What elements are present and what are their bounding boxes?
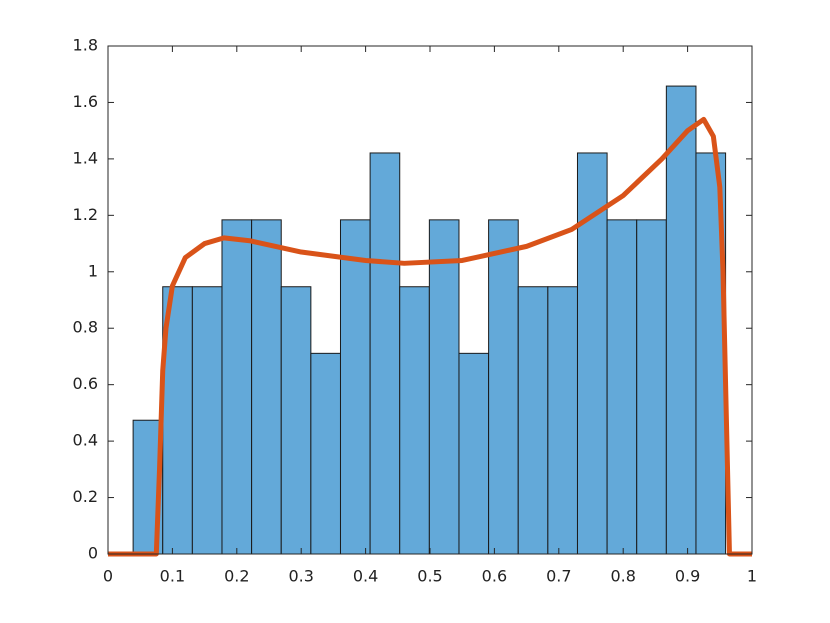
bar	[488, 219, 519, 555]
y-tick-label: 1.2	[73, 205, 98, 224]
bar	[399, 286, 430, 555]
density-curve	[108, 116, 752, 557]
x-tick-label: 0.9	[675, 567, 700, 586]
bar	[458, 352, 490, 555]
x-tick-label: 0.4	[353, 567, 378, 586]
x-tick-label: 0.7	[546, 567, 571, 586]
bar	[369, 152, 401, 555]
x-tick-label: 1	[747, 567, 757, 586]
bar	[665, 85, 697, 555]
bar	[310, 352, 341, 555]
y-tick-label: 0.6	[73, 374, 98, 393]
y-tick-label: 0.8	[73, 318, 98, 337]
y-tick-label: 1	[88, 261, 98, 280]
bar	[221, 219, 253, 555]
bar	[339, 219, 371, 555]
bar	[280, 286, 312, 555]
x-tick-label: 0.3	[288, 567, 313, 586]
x-tick-label: 0.2	[224, 567, 249, 586]
y-tick-label: 0	[88, 544, 98, 563]
y-tick-label: 0.4	[73, 431, 98, 450]
y-tick-label: 1.8	[73, 36, 98, 55]
x-tick-label: 0	[103, 567, 113, 586]
y-tick-label: 0.2	[73, 487, 98, 506]
y-tick-label: 1.6	[73, 92, 98, 111]
bar	[606, 219, 638, 555]
y-tick-label: 1.4	[73, 148, 98, 167]
bar	[191, 286, 223, 555]
x-tick-label: 0.1	[160, 567, 185, 586]
bar	[636, 219, 667, 555]
x-tick-label: 0.8	[610, 567, 635, 586]
bar	[428, 219, 460, 555]
x-tick-label: 0.5	[417, 567, 442, 586]
x-tick-label: 0.6	[482, 567, 507, 586]
bar	[517, 286, 549, 555]
bar	[251, 219, 282, 555]
bar	[547, 286, 578, 555]
